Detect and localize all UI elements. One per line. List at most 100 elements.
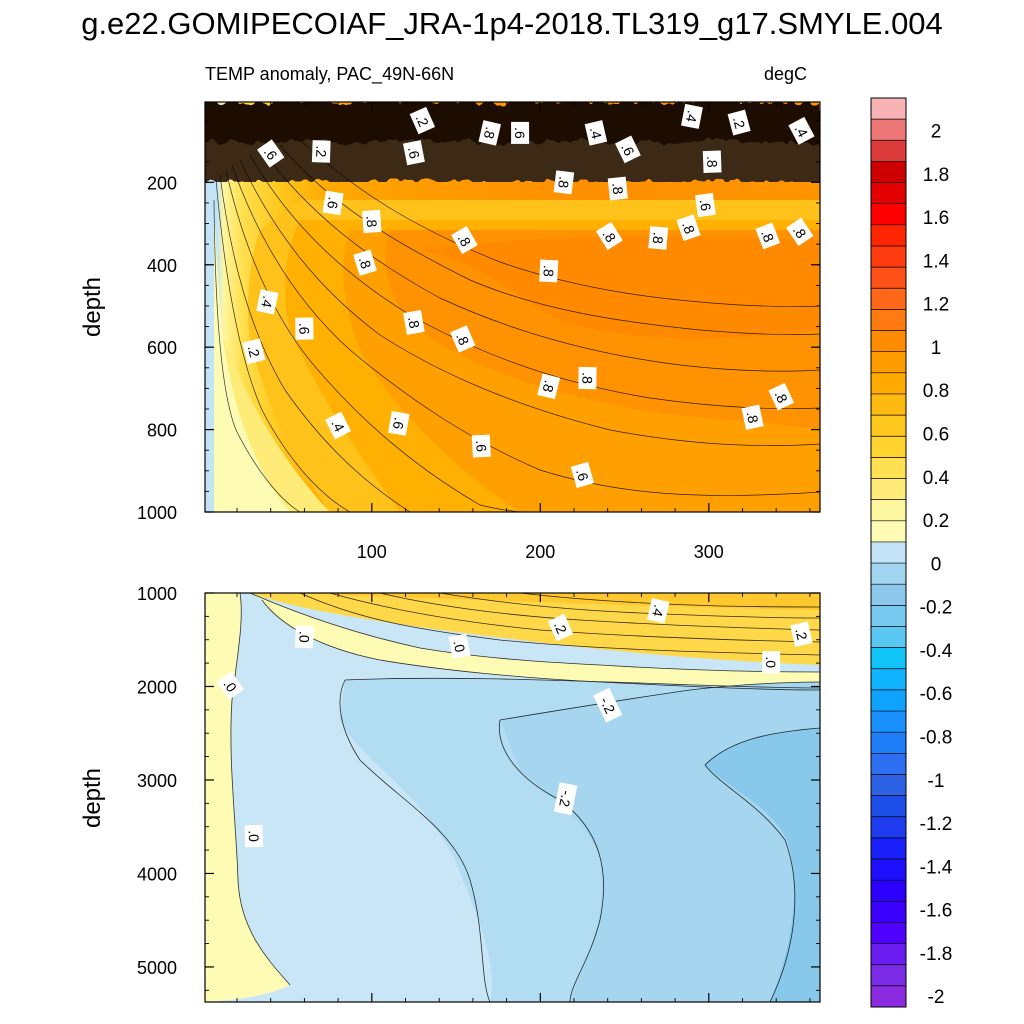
- contour-label-text: .4: [683, 109, 701, 124]
- contour-label: .4: [681, 103, 703, 129]
- colorbar-swatch: [871, 267, 906, 289]
- contour-label-box: [607, 176, 628, 201]
- contour-label-text: .8: [758, 228, 777, 245]
- contour-label-box: [741, 404, 764, 430]
- contour-label: .8: [676, 214, 701, 242]
- contour-label-box: [450, 325, 476, 353]
- colorbar-swatch: [871, 626, 906, 648]
- colorbar-swatch: [871, 288, 906, 310]
- contour-label: .8: [578, 366, 597, 390]
- contour-label: -.2: [553, 782, 578, 816]
- contour-label-box: [648, 226, 669, 250]
- colorbar-label: 0.6: [923, 424, 949, 445]
- contour-label-box: [593, 687, 623, 723]
- contour-label: .8: [537, 373, 561, 400]
- contour-label-box: [578, 366, 597, 390]
- contour-label-text: .6: [512, 127, 528, 139]
- contour-label: .8: [741, 404, 764, 430]
- colorbar-label: -1.4: [920, 857, 953, 878]
- colorbar-swatch: [871, 415, 906, 437]
- colorbar-swatch: [871, 224, 906, 247]
- contour-label: .8: [478, 120, 501, 146]
- contour-label: .0: [244, 824, 264, 848]
- contour-label-box: [768, 382, 795, 411]
- figure-title: g.e22.GOMIPECOIAF_JRA-1p4-2018.TL319_g17…: [81, 6, 943, 41]
- contour-label-text: .6: [573, 467, 592, 483]
- contour-label: .0: [216, 671, 244, 700]
- contour-label: .6: [615, 135, 641, 164]
- colorbar-swatch: [871, 520, 906, 543]
- colorbar-swatch: [871, 605, 906, 627]
- contour-label-text: .8: [405, 315, 423, 329]
- colorbar-label: 0: [931, 554, 942, 575]
- contour-label: .4: [647, 598, 670, 624]
- colorbar-label: 0.8: [923, 381, 949, 402]
- contour-label-text: .2: [313, 145, 329, 157]
- colorbar-frame: [870, 97, 907, 1008]
- contour-label-text: .2: [792, 627, 810, 642]
- contour-label: .6: [402, 140, 425, 166]
- contour-label-text: .4: [649, 603, 667, 618]
- contour-label-box: [755, 222, 781, 250]
- colorbar-swatch: [871, 436, 906, 458]
- contour-label: .8: [702, 150, 722, 174]
- colorbar-label: -1.6: [920, 901, 953, 922]
- upper-y-axis-title: depth: [79, 277, 106, 337]
- contour-label: .6: [322, 190, 344, 216]
- contour-label-text: .4: [587, 125, 605, 140]
- contour-label: .8: [362, 209, 382, 234]
- contour-label: .8: [768, 382, 795, 411]
- contour-label-box: [216, 671, 244, 700]
- colorbar-swatch: [871, 859, 906, 881]
- contour-label-box: [786, 217, 814, 246]
- contour-label: .8: [450, 325, 476, 353]
- contour-label-text: .8: [555, 176, 572, 190]
- colorbar-label: -0.2: [920, 598, 953, 619]
- contour-label-box: [647, 598, 670, 624]
- colorbar-swatch: [871, 753, 906, 775]
- contour-label-box: [311, 140, 331, 163]
- contour-label: .4: [788, 116, 815, 145]
- colorbar-label: -1.8: [920, 944, 953, 965]
- contour-label-text: .0: [296, 631, 312, 643]
- contour-label-box: [409, 106, 436, 135]
- contour-label-text: .8: [579, 372, 595, 384]
- contour-label-box: [511, 121, 530, 144]
- colorbar-swatch: [871, 795, 906, 818]
- y-tick-label: 1000: [137, 503, 177, 523]
- contour-label-box: [539, 259, 559, 283]
- contour-label-text: .8: [704, 156, 720, 168]
- contour-label: .6: [295, 317, 314, 340]
- contour-label-text: .6: [697, 198, 714, 212]
- colorbar-swatch: [871, 372, 906, 395]
- colorbar-swatch: [871, 351, 906, 374]
- contour-label: .2: [790, 621, 813, 647]
- contour-label-text: .2: [245, 344, 263, 359]
- contour-label-text: .8: [744, 410, 762, 425]
- lower-panel-frame: [204, 592, 821, 1003]
- contour-label-box: [387, 411, 410, 436]
- contour-label: -.2: [593, 687, 623, 723]
- colorbar-label: 1.4: [923, 251, 950, 272]
- contour-label-text: .8: [363, 215, 380, 228]
- colorbar-swatch: [871, 584, 906, 606]
- colorbar-label: 1.2: [923, 295, 949, 316]
- contour-label-text: .2: [730, 115, 749, 131]
- contour-label-box: [702, 150, 722, 174]
- contour-label-box: [694, 192, 716, 218]
- contour-label: .0: [295, 625, 314, 649]
- contour-label-text: .8: [481, 125, 499, 140]
- colorbar-swatch: [871, 943, 906, 966]
- colorbar-swatch: [871, 816, 906, 839]
- colorbar-label: 1.6: [923, 208, 949, 229]
- contour-label-text: .6: [390, 416, 408, 430]
- contour-label-text: .8: [356, 255, 375, 271]
- contour-label-box: [788, 116, 815, 145]
- y-tick-label: 4000: [137, 864, 177, 884]
- y-tick-label: 200: [147, 173, 177, 193]
- contour-label: .8: [553, 170, 575, 195]
- contour-label-text: .0: [246, 830, 262, 842]
- contour-label-box: [362, 209, 382, 234]
- x-tick-label: 200: [525, 542, 555, 562]
- contour-label-box: [537, 373, 561, 400]
